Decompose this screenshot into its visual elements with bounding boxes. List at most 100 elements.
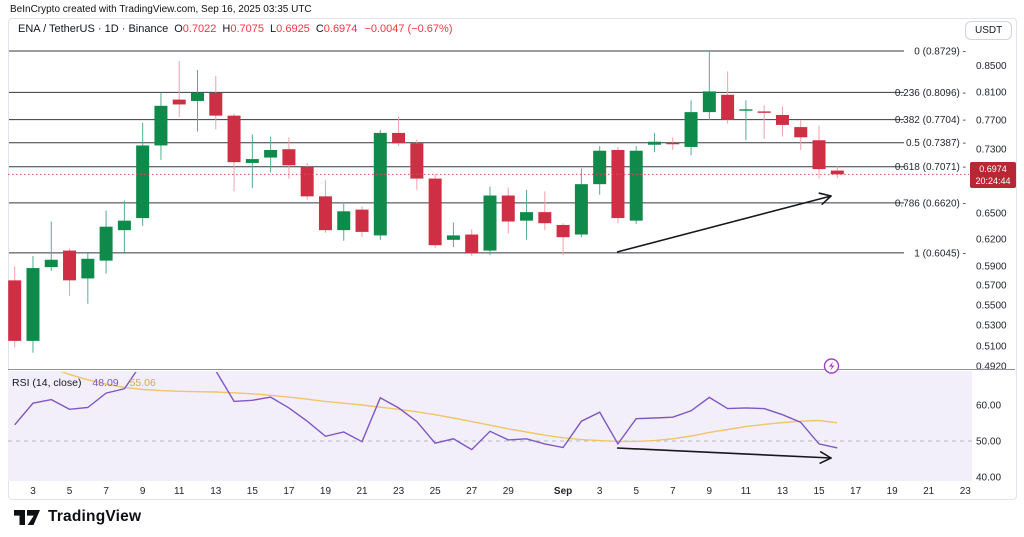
lightning-icon[interactable] [823, 358, 840, 374]
candle-aug-28 [483, 195, 497, 251]
candle-aug-7 [99, 226, 113, 261]
price-trend-arrow-line[interactable] [616, 195, 832, 253]
rsi-legend: RSI (14, close) 48.09 55.06 [12, 377, 156, 389]
change-value: −0.0047 (−0.67%) [364, 23, 453, 35]
price-axis-tick: 0.8500 [976, 61, 1007, 72]
candle-sep-7 [666, 142, 680, 145]
price-axis-tick: 0.7300 [976, 145, 1007, 156]
time-axis-label: 9 [707, 486, 713, 497]
candle-aug-17 [282, 149, 296, 166]
candle-aug-31 [538, 212, 552, 224]
price-axis-tick: 0.5900 [976, 262, 1007, 273]
candle-sep-14 [794, 127, 808, 138]
candle-aug-23 [392, 132, 406, 144]
time-axis-label: 5 [67, 486, 73, 497]
rsi-trend-arrow-line[interactable] [616, 447, 832, 459]
candle-aug-5 [63, 250, 77, 281]
currency-button[interactable]: USDT [965, 21, 1013, 40]
candle-aug-26 [446, 235, 460, 240]
time-axis-label: 25 [430, 486, 442, 497]
candle-aug-21 [355, 209, 369, 232]
low-label: L [270, 23, 277, 35]
rsi-title[interactable]: RSI (14, close) [12, 377, 82, 389]
candle-sep-15 [812, 140, 826, 170]
candle-sep-10 [721, 94, 735, 120]
candle-sep-11 [739, 109, 753, 111]
time-axis-label: 19 [320, 486, 332, 497]
candle-aug-4 [44, 259, 58, 268]
price-axis-tick: 0.8100 [976, 88, 1007, 99]
candle-aug-3 [26, 268, 40, 341]
candle-aug-15 [245, 159, 259, 163]
candle-aug-22 [373, 132, 387, 236]
rsi-value: 48.09 [92, 377, 119, 389]
rsi-axis-tick: 40.00 [976, 473, 1001, 484]
time-axis-label: Sep [554, 486, 572, 497]
price-axis-tick: 0.5300 [976, 321, 1007, 332]
rsi-axis-tick: 50.00 [976, 437, 1001, 448]
candle-aug-10 [154, 105, 168, 146]
rsi-line [14, 372, 838, 451]
time-axis-label: 27 [466, 486, 478, 497]
time-axis-label: 21 [356, 486, 368, 497]
rsi-ma-value: 55.06 [129, 377, 156, 389]
candle-sep-16 [830, 170, 844, 175]
fib-level-label: 0.382 (0.7704) - [895, 115, 966, 126]
rsi-ma-line [60, 372, 838, 443]
price-axis-tick: 0.5500 [976, 300, 1007, 311]
price-axis-tick: 0.6500 [976, 208, 1007, 219]
candle-sep-1 [556, 224, 570, 238]
fib-level-label: 0.5 (0.7387) - [906, 138, 966, 149]
candle-aug-11 [172, 99, 186, 105]
candle-aug-9 [136, 145, 150, 219]
time-axis-label: 19 [887, 486, 899, 497]
candle-aug-12 [191, 92, 204, 101]
rsi-trend-arrow-head [819, 457, 832, 464]
time-axis-label: 17 [283, 486, 295, 497]
candle-aug-19 [318, 196, 332, 231]
open-label: O [174, 23, 183, 35]
candle-aug-6 [81, 258, 95, 279]
bar-countdown: 20:24:44 [975, 175, 1011, 186]
candle-sep-12 [757, 111, 771, 113]
lightning-bolt [829, 361, 835, 371]
time-axis-label: 15 [813, 486, 825, 497]
candle-aug-13 [209, 92, 223, 116]
symbol-title[interactable]: ENA / TetherUS · 1D · Binance [18, 23, 169, 35]
candle-aug-14 [227, 115, 241, 163]
price-axis-tick: 0.4920 [976, 361, 1007, 372]
time-axis-label: 7 [670, 486, 676, 497]
candles [8, 51, 844, 353]
price-trend-arrow-head [821, 195, 832, 205]
candle-aug-20 [337, 211, 351, 231]
time-axis-label: 13 [777, 486, 789, 497]
time-axis-label: 3 [30, 486, 36, 497]
candle-aug-29 [501, 195, 515, 222]
candle-sep-5 [629, 150, 643, 221]
fib-level-label: 0.236 (0.8096) - [895, 88, 966, 99]
candle-aug-16 [264, 149, 278, 158]
candle-sep-8 [684, 112, 698, 147]
time-axis-label: 15 [247, 486, 259, 497]
time-axis-label: 23 [960, 486, 972, 497]
candle-sep-2 [574, 184, 588, 235]
time-axis-label: 11 [741, 486, 752, 497]
price-axis-tick: 0.5100 [976, 342, 1007, 353]
time-axis-label: 23 [393, 486, 405, 497]
time-axis-label: 29 [503, 486, 515, 497]
price-axis-tick: 0.6200 [976, 234, 1007, 245]
fib-level-label: 1 (0.6045) - [914, 248, 966, 259]
candle-sep-3 [593, 150, 607, 185]
attribution-text: BeInCrypto created with TradingView.com,… [10, 4, 312, 15]
time-axis-label: 21 [923, 486, 935, 497]
candle-sep-6 [648, 141, 661, 145]
candle-aug-24 [410, 143, 424, 179]
candle-aug-27 [465, 234, 479, 254]
time-axis-label: 9 [140, 486, 146, 497]
candle-sep-4 [611, 149, 625, 219]
candle-aug-18 [300, 166, 314, 197]
price-trend-arrow[interactable] [616, 192, 832, 253]
rsi-trend-arrow[interactable] [616, 447, 832, 464]
time-axis-label: 11 [174, 486, 185, 497]
